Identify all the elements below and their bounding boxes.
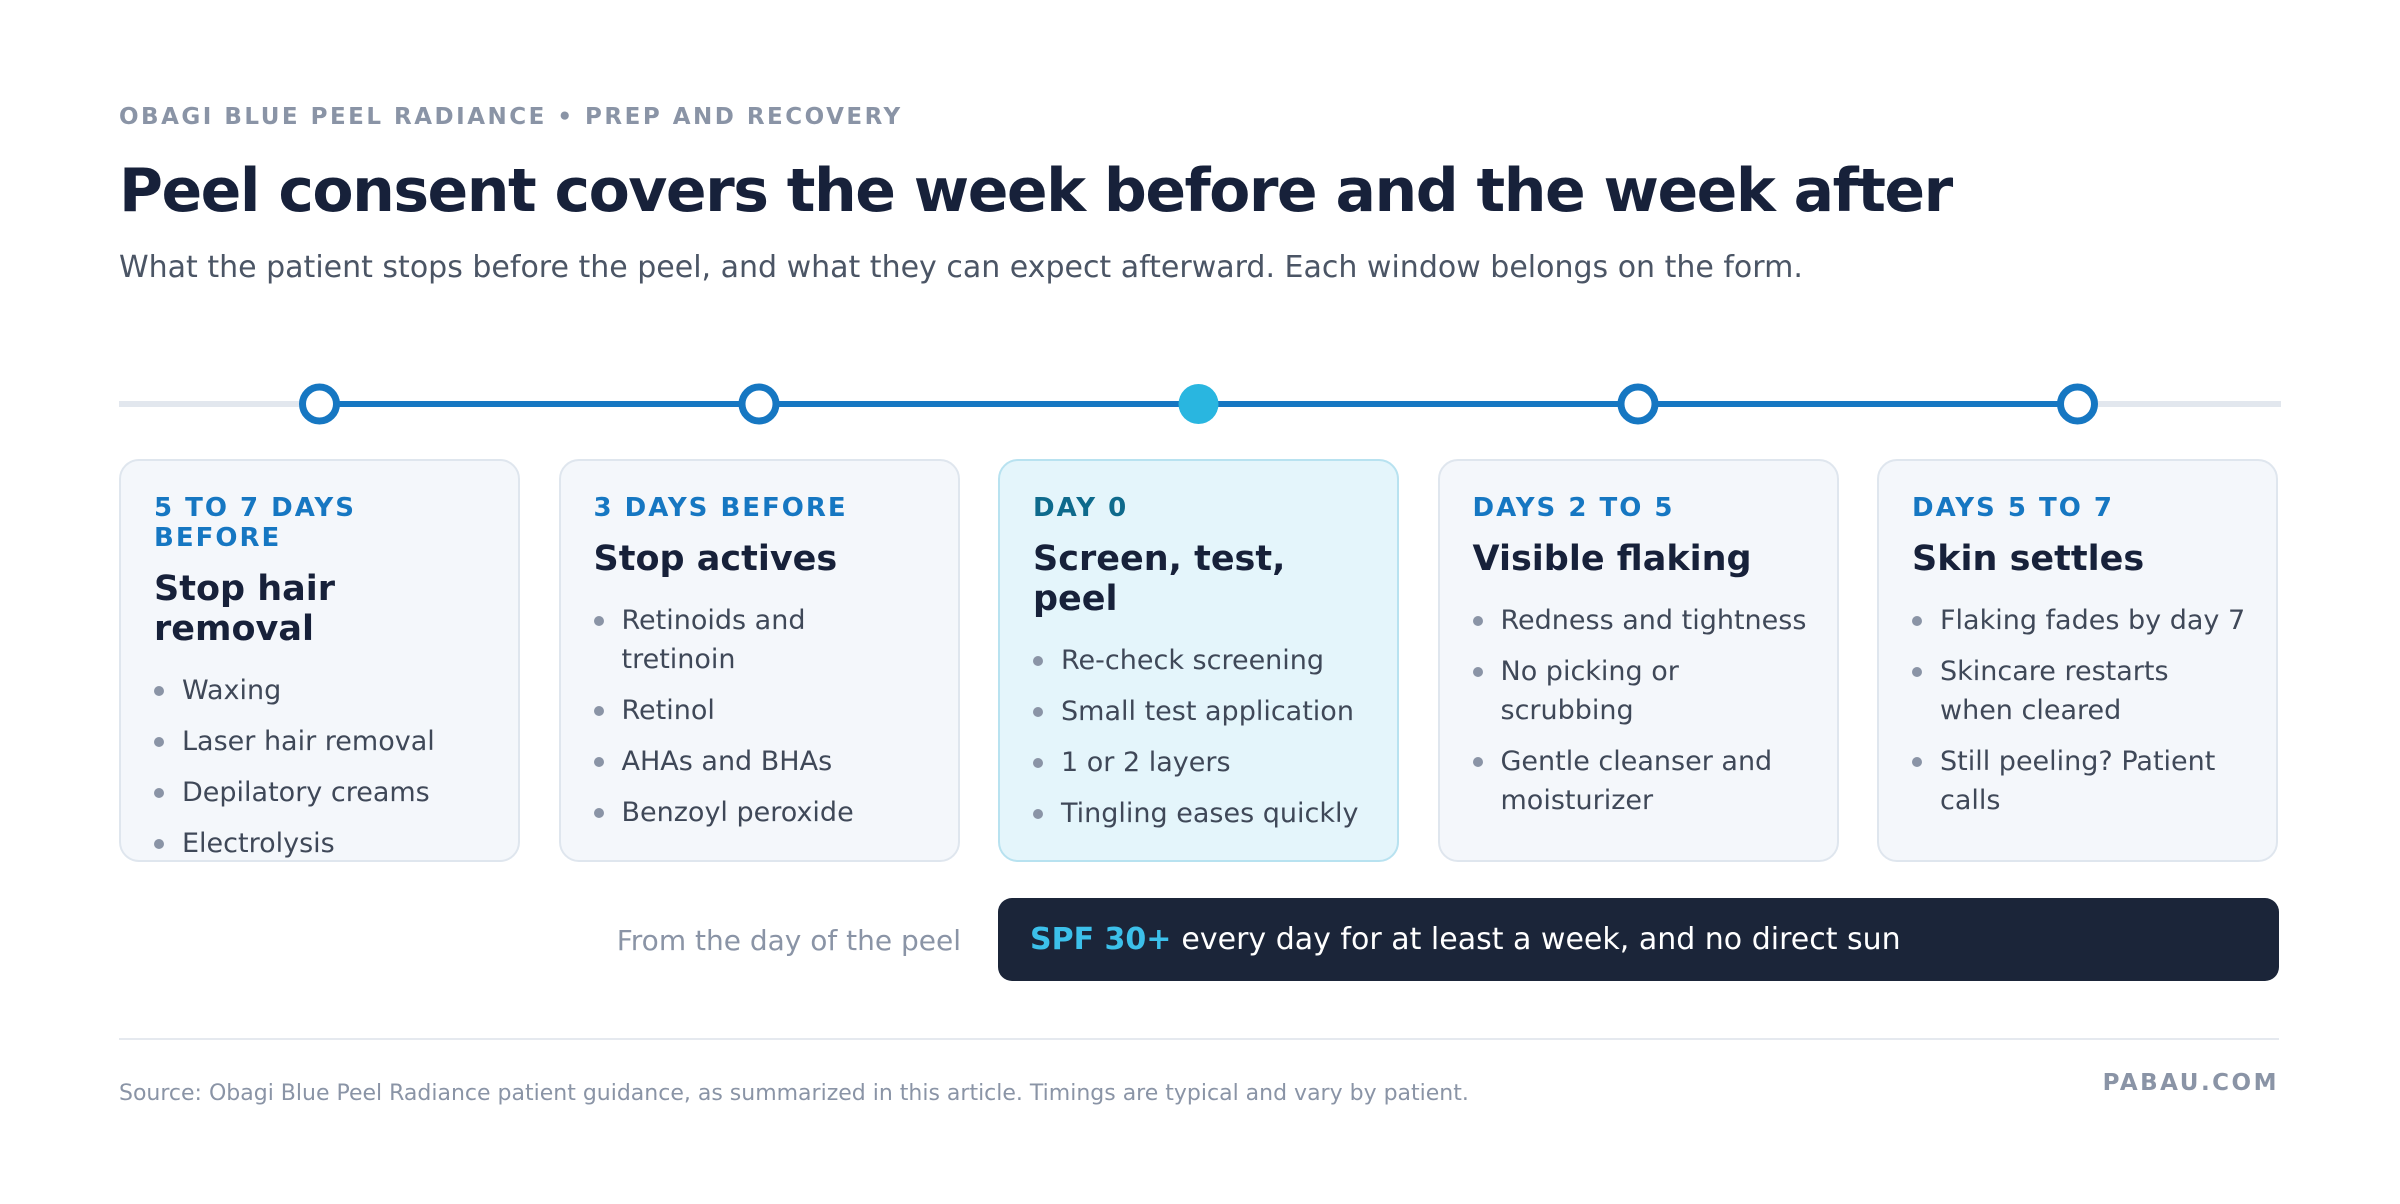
stage-title: Stop hair removal [154,569,336,649]
kicker: OBAGI BLUE PEEL RADIANCE • PREP AND RECO… [119,104,903,130]
spf-highlight: SPF 30+ [1030,922,1172,957]
stage-card: DAY 0 Screen, test, peel Re-check screenin… [998,459,1399,862]
stage-item: 1 or 2 layers [1033,743,1367,782]
stage-item: Benzoyl peroxide [593,793,928,832]
stage-items: Flaking fades by day 7 Skincare restarts … [1912,601,2246,820]
stage-label: DAYS 5 TO 7 [1912,493,2114,523]
timeline-node [2057,383,2098,425]
stage-item: No picking or scrubbing [1472,652,1807,730]
stage-item: Laser hair removal [154,722,488,761]
stage-title: Skin settles [1912,539,2145,579]
stage-item: Skincare restarts when cleared [1912,652,2246,730]
timeline-node [1178,384,1219,424]
stage-title: Visible flaking [1472,539,1752,579]
subtitle: What the patient stops before the peel, … [119,250,1803,285]
timeline-node [738,383,780,425]
stage-item: Small test application [1033,692,1367,731]
stage-item: Gentle cleanser and moisturizer [1472,742,1807,820]
stage-item: Retinol [593,691,928,730]
stage-item: Re-check screening [1033,641,1367,680]
stage-label: DAYS 2 TO 5 [1472,493,1675,523]
stage-items: Retinoids and tretinoin Retinol AHAs and B… [593,601,928,832]
stage-item: Electrolysis [154,824,488,863]
source: Source: Obagi Blue Peel Radiance patient… [119,1081,1469,1106]
stage-items: Waxing Laser hair removal Depilatory cream… [154,671,488,863]
stage-item: Depilatory creams [154,773,488,812]
spf-banner: SPF 30+ every day for at least a week, an… [998,898,2279,981]
stage-item: Waxing [154,671,488,710]
stage-item: Still peeling? Patient calls [1912,742,2246,820]
divider [119,1038,2279,1040]
timeline-node [299,383,340,425]
spf-text: every day for at least a week, and no di… [1181,922,1901,957]
spf-lead-in: From the day of the peel [616,924,961,957]
stage-item: Tingling eases quickly [1033,794,1367,833]
stage-label: DAY 0 [1033,493,1129,523]
stage-item: Retinoids and tretinoin [593,601,928,679]
brand: PABAU.COM [2102,1070,2279,1096]
stage-item: AHAs and BHAs [593,742,928,781]
stage-card: 5 TO 7 DAYS BEFORE Stop hair removal Waxin… [119,459,520,862]
title: Peel consent covers the week before and … [119,156,1953,226]
stage-title: Screen, test, peel [1033,539,1286,619]
stage-card: 3 DAYS BEFORE Stop actives Retinoids and t… [558,459,960,862]
stage-label: 3 DAYS BEFORE [593,493,848,523]
stage-item: Flaking fades by day 7 [1912,601,2246,640]
stage-item: Redness and tightness [1472,601,1807,640]
stage-card: DAYS 5 TO 7 Skin settles Flaking fades by … [1877,459,2278,862]
stage-items: Redness and tightness No picking or scrub… [1472,601,1807,820]
timeline-node [1617,383,1659,425]
stage-title: Stop actives [593,539,838,579]
stage-card: DAYS 2 TO 5 Visible flaking Redness and ti… [1437,459,1839,862]
stage-label: 5 TO 7 DAYS BEFORE [154,493,356,553]
stage-items: Re-check screening Small test application… [1033,641,1367,833]
